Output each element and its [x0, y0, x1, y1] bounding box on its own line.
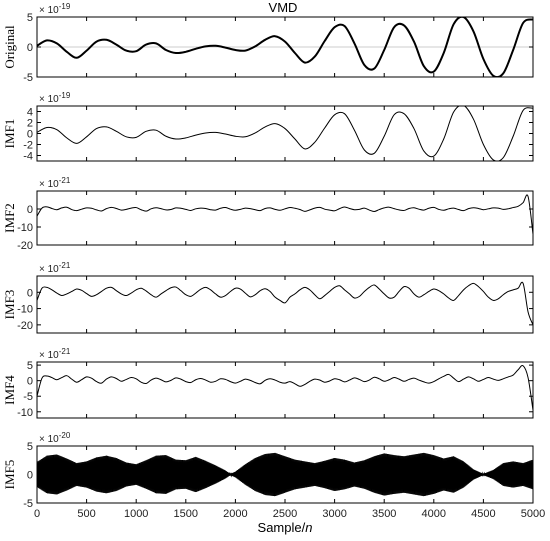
panel-imf3-frame — [36, 275, 534, 334]
panel-original-exponent-power: -19 — [59, 2, 71, 11]
panel-imf2-exponent-label: × 10-21 — [39, 176, 71, 190]
panel-imf5-ytick-label-0: -5 — [23, 498, 33, 510]
panel-imf4-exponent-base: × 10 — [39, 350, 59, 361]
panel-imf5-xtick-label-9: 4500 — [471, 508, 495, 520]
panel-imf5-ytick-label-2: 5 — [27, 441, 33, 453]
panel-imf4-exponent-label: × 10-21 — [39, 347, 71, 361]
panel-original-ytick-label-2: 5 — [27, 12, 33, 24]
panel-imf4-series-line — [37, 364, 533, 411]
panel-imf5-xtick-label-2: 1000 — [124, 508, 148, 520]
panel-imf1-exponent-label: × 10-19 — [39, 91, 71, 105]
panel-original-exponent-label: × 10-19 — [39, 2, 71, 16]
panel-imf5-ylabel: IMF5 — [2, 460, 17, 490]
panel-imf2-ylabel: IMF2 — [2, 203, 17, 233]
panel-imf5-exponent-power: -20 — [59, 431, 71, 440]
x-axis-label-italic: n — [305, 520, 312, 535]
panel-imf5-xtick-label-1: 500 — [77, 508, 95, 520]
panel-imf3-ytick-label-1: -10 — [17, 304, 33, 316]
panel-original-exponent-base: × 10 — [39, 5, 59, 16]
panel-imf2-frame — [36, 190, 534, 246]
panel-imf5-exponent-label: × 10-20 — [39, 431, 71, 445]
panel-imf2-ytick-label-2: 0 — [27, 204, 33, 216]
panel-imf1-data — [37, 106, 533, 161]
figure-title: VMD — [269, 0, 298, 15]
panel-imf4-ytick-label-2: 0 — [27, 376, 33, 388]
panel-imf5-xtick-label-3: 1500 — [174, 508, 198, 520]
panel-imf5-xtick-label-10: 5000 — [521, 508, 545, 520]
panel-imf3-data — [37, 281, 533, 326]
panel-original: -5 0 5 × 10-19 Original — [2, 2, 534, 84]
panel-imf1-ylabel: IMF1 — [2, 119, 17, 149]
panel-original-series-line — [37, 17, 533, 77]
panel-imf5-xtick-label-7: 3500 — [372, 508, 396, 520]
x-axis-label: Sample/n — [258, 520, 313, 535]
panel-imf3-exponent-label: × 10-21 — [39, 261, 71, 275]
panel-imf2-exponent-base: × 10 — [39, 179, 59, 190]
panel-imf3: -20 -10 0 × 10-21 IMF3 — [2, 261, 534, 334]
panel-imf4-ytick-label-1: -5 — [23, 391, 33, 403]
panel-imf1-ytick-label-1: -2 — [23, 140, 33, 152]
panel-imf5-exponent-base: × 10 — [39, 434, 59, 445]
panel-imf2-ytick-label-0: -20 — [17, 240, 33, 252]
panel-imf1-ytick-label-4: 4 — [27, 107, 33, 119]
panel-imf3-ytick-label-0: -20 — [17, 320, 33, 332]
panel-imf2-data — [37, 194, 533, 235]
panel-imf3-ytick-label-2: 0 — [27, 287, 33, 299]
panel-imf3-exponent-power: -21 — [59, 261, 71, 270]
panel-imf3-series-line — [37, 281, 533, 326]
panel-imf5-xtick-label-8: 4000 — [422, 508, 446, 520]
panel-imf5-ytick-label-1: 0 — [27, 470, 33, 482]
panel-imf4-ylabel: IMF4 — [2, 375, 17, 405]
panel-imf2-series-line — [37, 194, 533, 235]
panel-imf2: -20 -10 0 × 10-21 IMF2 — [2, 176, 534, 252]
panel-imf4-ytick-label-3: 5 — [27, 360, 33, 372]
panel-imf2-ytick-label-1: -10 — [17, 222, 33, 234]
panel-imf5-xtick-label-4: 2000 — [223, 508, 247, 520]
panel-original-data — [37, 17, 533, 77]
panel-imf1-ytick-label-3: 2 — [27, 118, 33, 130]
panel-imf4: -10 -5 0 5 × 10-21 IMF4 — [2, 347, 534, 419]
panel-original-ytick-label-0: -5 — [23, 72, 33, 84]
panel-imf5-data — [37, 452, 533, 497]
panel-imf5-xtick-label-5: 2500 — [273, 508, 297, 520]
panel-imf2-exponent-power: -21 — [59, 176, 71, 185]
panel-imf4-ytick-label-0: -10 — [17, 407, 33, 419]
panel-original-ylabel: Original — [2, 25, 17, 69]
panel-imf4-exponent-power: -21 — [59, 347, 71, 356]
panel-imf5-xtick-label-6: 3000 — [322, 508, 346, 520]
panel-original-ytick-label-1: 0 — [27, 42, 33, 54]
x-axis-label-main: Sample/ — [258, 520, 306, 535]
panel-imf1-exponent-power: -19 — [59, 91, 71, 100]
panel-imf4-data — [37, 364, 533, 411]
panel-imf1-exponent-base: × 10 — [39, 94, 59, 105]
panel-imf1-ytick-label-2: 0 — [27, 129, 33, 141]
panel-imf1-frame — [36, 105, 534, 162]
panel-imf5-xtick-label-0: 0 — [34, 508, 40, 520]
panel-imf5-envelope — [37, 452, 533, 497]
panel-imf3-exponent-base: × 10 — [39, 264, 59, 275]
panel-imf3-ylabel: IMF3 — [2, 290, 17, 320]
panel-imf4-frame — [36, 361, 534, 419]
panel-imf1-ytick-label-0: -4 — [23, 151, 33, 163]
panel-imf1-series-line — [37, 106, 533, 161]
